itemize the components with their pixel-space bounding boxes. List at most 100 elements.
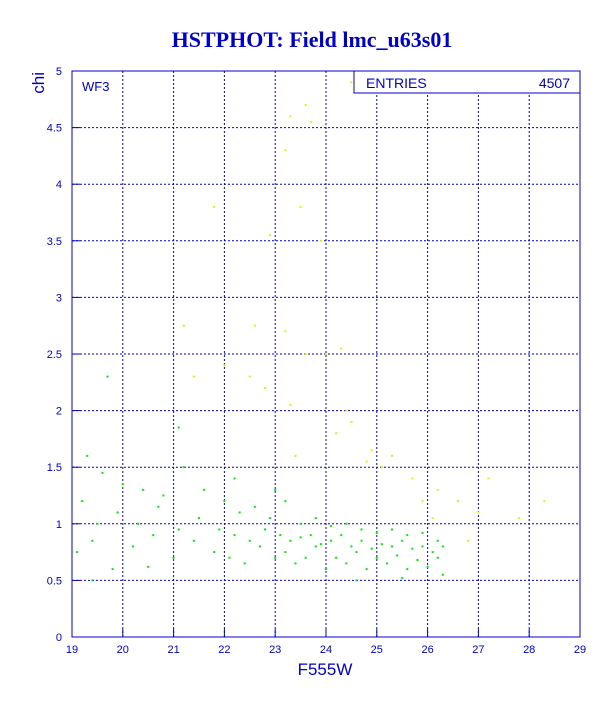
point (269, 234, 272, 237)
point (162, 494, 165, 497)
annotation: WF3 (82, 79, 109, 94)
point (487, 477, 490, 480)
point (345, 522, 348, 525)
point (243, 562, 246, 565)
point (192, 539, 195, 542)
point (421, 500, 424, 503)
x-tick-label: 27 (472, 644, 484, 656)
point (335, 432, 338, 435)
x-tick-label: 23 (269, 644, 281, 656)
y-tick-label: 4.5 (47, 123, 62, 135)
point (131, 545, 134, 548)
point (330, 539, 333, 542)
point (477, 511, 480, 514)
point (370, 547, 373, 550)
point (274, 556, 277, 559)
point (299, 522, 302, 525)
points (76, 81, 546, 582)
point (385, 562, 388, 565)
point (304, 556, 307, 559)
point (421, 531, 424, 534)
point (350, 545, 353, 548)
point (431, 517, 434, 520)
point (238, 511, 241, 514)
point (248, 375, 251, 378)
x-tick-label: 19 (66, 644, 78, 656)
point (289, 115, 292, 118)
point (269, 517, 272, 520)
point (152, 534, 155, 537)
point (380, 543, 383, 546)
point (258, 545, 261, 548)
point (157, 505, 160, 508)
y-tick-label: 2.5 (47, 349, 62, 361)
point (360, 528, 363, 531)
x-axis-label: F555W (298, 660, 353, 679)
point (177, 528, 180, 531)
chart-title: HSTPHOT: Field lmc_u63s01 (172, 27, 453, 52)
point (218, 528, 221, 531)
point (284, 149, 287, 152)
point (91, 539, 94, 542)
y-tick-label: 1.5 (47, 462, 62, 474)
point (253, 324, 256, 327)
y-tick-label: 4 (56, 179, 62, 191)
x-tick-label: 20 (117, 644, 129, 656)
point (543, 500, 546, 503)
point (319, 543, 322, 546)
point (441, 545, 444, 548)
point (370, 449, 373, 452)
stats-label: ENTRIES (366, 75, 427, 91)
x-tick-label: 24 (320, 644, 332, 656)
point (264, 528, 267, 531)
point (360, 539, 363, 542)
point (233, 477, 236, 480)
point (365, 460, 368, 463)
point (116, 511, 119, 514)
point (111, 568, 114, 571)
point (426, 565, 429, 568)
point (355, 579, 358, 582)
point (137, 522, 140, 525)
point (81, 500, 84, 503)
y-tick-label: 3.5 (47, 236, 62, 248)
x-tick-label: 28 (523, 644, 535, 656)
point (406, 534, 409, 537)
point (223, 500, 226, 503)
y-axis-label: chi (29, 72, 48, 94)
point (350, 81, 353, 84)
point (248, 539, 251, 542)
point (198, 517, 200, 520)
y-tick-label: 3 (56, 292, 62, 304)
point (284, 551, 287, 554)
point (350, 420, 353, 423)
point (213, 205, 216, 208)
point (299, 205, 302, 208)
point (396, 554, 399, 557)
point (391, 545, 394, 548)
point (172, 556, 175, 559)
point (436, 556, 439, 559)
point (345, 562, 348, 565)
point (96, 522, 99, 525)
point (182, 324, 185, 327)
point (264, 386, 267, 389)
point (406, 568, 409, 571)
point (340, 347, 343, 350)
point (355, 551, 358, 554)
point (223, 364, 226, 367)
point (467, 539, 470, 542)
point (436, 539, 439, 542)
point (309, 120, 312, 123)
point (121, 483, 124, 486)
point (289, 403, 292, 406)
point (274, 488, 277, 491)
point (203, 488, 206, 491)
point (411, 477, 414, 480)
point (101, 471, 104, 474)
point (309, 534, 312, 537)
point (294, 454, 297, 457)
point (192, 375, 195, 378)
point (147, 565, 150, 568)
